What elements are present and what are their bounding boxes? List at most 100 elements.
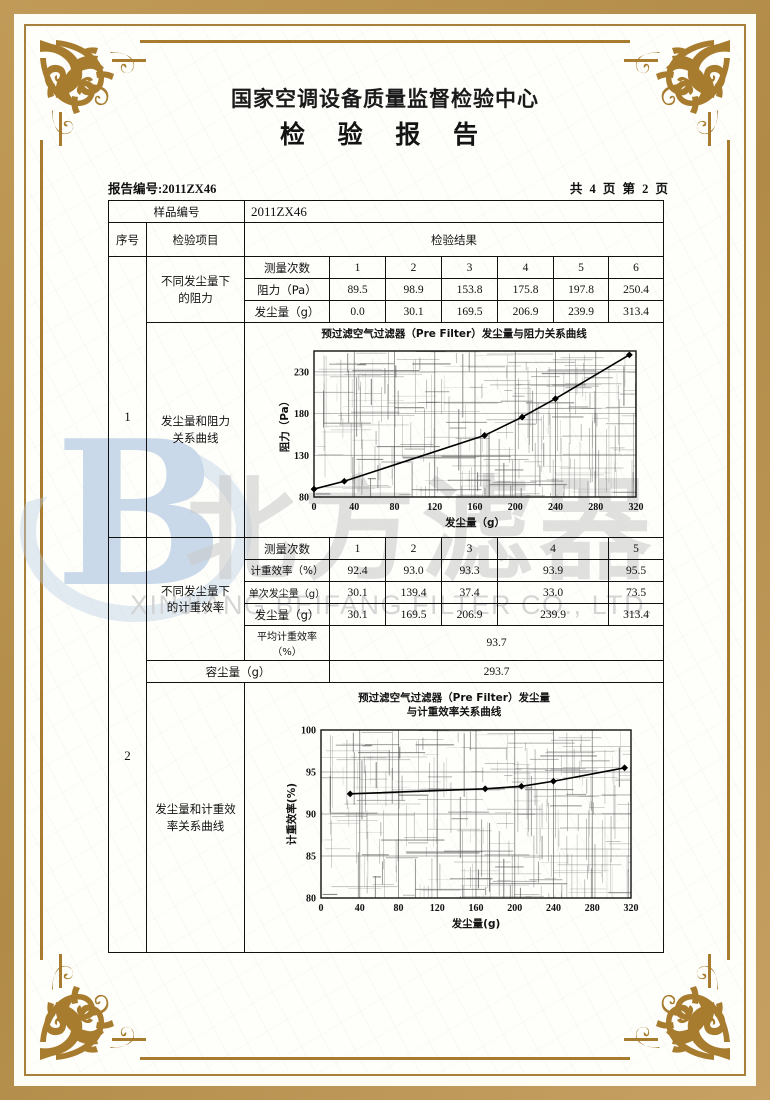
single-dust-2: 139.4	[385, 581, 442, 605]
svg-text:120: 120	[430, 903, 445, 914]
resistance-3: 153.8	[441, 278, 498, 301]
dust-label: 发尘量（g）	[244, 300, 330, 323]
row-item-chart-1: 发尘量和阻力 关系曲线	[146, 321, 245, 539]
dust-3: 169.5	[441, 300, 498, 323]
row-item-chart-2: 发尘量和计重效 率关系曲线	[146, 682, 245, 954]
frame-rail-right	[727, 140, 730, 960]
svg-text:80: 80	[306, 893, 316, 904]
capacity-label: 容尘量（g）	[146, 660, 330, 684]
svg-text:80: 80	[299, 493, 309, 504]
resistance-2: 98.9	[385, 278, 442, 301]
measure-3: 3	[441, 256, 498, 279]
svg-text:280: 280	[588, 502, 603, 513]
svg-text:200: 200	[508, 502, 523, 513]
chart-2: 0 40 80 120 160 200 240 280 320 80 85 90 95 100 发尘量(g)…	[247, 722, 661, 937]
efficiency-label: 计重效率（%）	[244, 559, 330, 583]
svg-text:200: 200	[507, 903, 522, 914]
avg-efficiency-value: 93.7	[328, 625, 665, 662]
measure2-5: 5	[607, 537, 665, 561]
table-row: 发尘量（g） 0.0 30.1 169.5 206.9 239.9 313.4	[109, 300, 665, 323]
table-row: 发尘量和计重效 率关系曲线 预过滤空气过滤器（Pre Filter）发尘量 与计…	[109, 682, 665, 954]
svg-text:160: 160	[469, 903, 484, 914]
sample-no-label: 样品编号	[108, 200, 245, 223]
svg-text:发尘量（g）: 发尘量（g）	[444, 516, 505, 529]
frame-rail-top	[140, 40, 630, 43]
chart-2-title: 预过滤空气过滤器（Pre Filter）发尘量 与计重效率关系曲线	[247, 691, 661, 719]
chart-cell-2: 预过滤空气过滤器（Pre Filter）发尘量 与计重效率关系曲线 0 40 80 1…	[243, 682, 665, 954]
svg-text:0: 0	[319, 903, 324, 914]
efficiency-3: 93.3	[441, 559, 498, 583]
single-dust-3: 37.4	[441, 581, 498, 605]
capacity-value: 293.7	[328, 660, 665, 684]
table-row: 发尘量（g） 30.1 169.5 206.9 239.9 313.4	[109, 603, 665, 627]
efficiency-5: 95.5	[607, 559, 665, 583]
chart-2-svg: 0 40 80 120 160 200 240 280 320 80 85 90 95 100 发尘量(g)…	[285, 725, 639, 930]
table-row: 单次发尘量（g） 30.1 139.4 37.4 33.0 73.5	[109, 581, 665, 605]
efficiency-1: 92.4	[329, 559, 386, 583]
svg-text:180: 180	[294, 409, 309, 420]
dust2-2: 169.5	[385, 603, 442, 627]
dust-2: 30.1	[385, 300, 442, 323]
dust-6: 313.4	[607, 300, 665, 323]
frame-rail-left	[40, 140, 43, 960]
row-seq-2: 2	[108, 537, 147, 954]
inspection-table: 样品编号 2011ZX46 序号 检验项目 检验结果 1 不同发尘量下 的阻力 …	[108, 200, 665, 954]
svg-text:发尘量(g): 发尘量(g)	[451, 917, 501, 930]
table-row: 容尘量（g） 293.7	[109, 660, 665, 684]
single-dust-1: 30.1	[329, 581, 386, 605]
measure-2: 2	[385, 256, 442, 279]
resistance-4: 175.8	[497, 278, 554, 301]
chart-1-title: 预过滤空气过滤器（Pre Filter）发尘量与阻力关系曲线	[321, 328, 587, 340]
svg-text:90: 90	[306, 809, 316, 820]
dust-5: 239.9	[553, 300, 609, 323]
efficiency-4: 93.9	[497, 559, 609, 583]
table-row: 2 不同发尘量下 的计重效率 测量次数 1 2 3 4 5	[108, 537, 665, 954]
measure-6: 6	[607, 256, 665, 279]
corner-ornament-icon	[26, 954, 146, 1074]
measure-label-2: 测量次数	[244, 537, 330, 561]
row-item-chart-1-text: 发尘量和阻力 关系曲线	[161, 414, 230, 446]
svg-text:80: 80	[394, 903, 404, 914]
measure-4: 4	[497, 256, 554, 279]
svg-text:320: 320	[624, 903, 639, 914]
row-item-chart-2-text: 发尘量和计重效 率关系曲线	[155, 802, 236, 833]
svg-text:40: 40	[355, 903, 365, 914]
svg-text:80: 80	[390, 502, 400, 513]
corner-ornament-icon	[624, 26, 744, 146]
measure-1: 1	[329, 256, 386, 279]
measure-5: 5	[553, 256, 609, 279]
dust2-4: 239.9	[497, 603, 609, 627]
svg-text:280: 280	[585, 903, 600, 914]
col-header-result: 检验结果	[243, 222, 665, 257]
svg-text:计重效率(%): 计重效率(%)	[285, 782, 298, 844]
corner-ornament-icon	[624, 954, 744, 1074]
chart-1-svg: 0 40 80 120 160 200 240 280 320 80 130 180 230 发尘量（g）…	[278, 350, 644, 529]
row-item-efficiency: 不同发尘量下 的计重效率	[146, 537, 245, 662]
chart-cell-1: 预过滤空气过滤器（Pre Filter）发尘量与阻力关系曲线 0 40 80 120 1…	[243, 321, 665, 539]
measure-label: 测量次数	[244, 256, 330, 279]
svg-text:40: 40	[349, 502, 359, 513]
avg-efficiency-label: 平均计重效率（%）	[244, 625, 330, 662]
single-dust-label: 单次发尘量（g）	[244, 581, 330, 605]
table-row: 平均计重效率（%） 93.7	[109, 625, 665, 662]
chart-1: 0 40 80 120 160 200 240 280 320 80 130 180 230 发尘量（g）…	[247, 343, 661, 533]
efficiency-2: 93.0	[385, 559, 442, 583]
table-row: 发尘量和阻力 关系曲线 预过滤空气过滤器（Pre Filter）发尘量与阻力关系…	[109, 321, 665, 539]
svg-text:100: 100	[301, 725, 316, 736]
report-number: 报告编号:2011ZX46	[108, 182, 217, 196]
chart-2-title-text: 预过滤空气过滤器（Pre Filter）发尘量 与计重效率关系曲线	[358, 692, 550, 719]
svg-text:0: 0	[312, 502, 317, 513]
table-row: 样品编号 2011ZX46	[108, 200, 665, 223]
organization-title: 国家空调设备质量监督检验中心	[231, 87, 539, 111]
resistance-label: 阻力（Pa）	[244, 278, 330, 301]
dust2-3: 206.9	[441, 603, 498, 627]
row-item-resistance: 不同发尘量下 的阻力	[146, 256, 245, 323]
table-row: 序号 检验项目 检验结果	[108, 222, 665, 257]
single-dust-5: 73.5	[607, 581, 665, 605]
svg-text:240: 240	[548, 502, 563, 513]
dust2-1: 30.1	[329, 603, 386, 627]
measure2-3: 3	[441, 537, 498, 561]
resistance-5: 197.8	[553, 278, 609, 301]
measure2-1: 1	[329, 537, 386, 561]
dust-label-2: 发尘量（g）	[244, 603, 330, 627]
